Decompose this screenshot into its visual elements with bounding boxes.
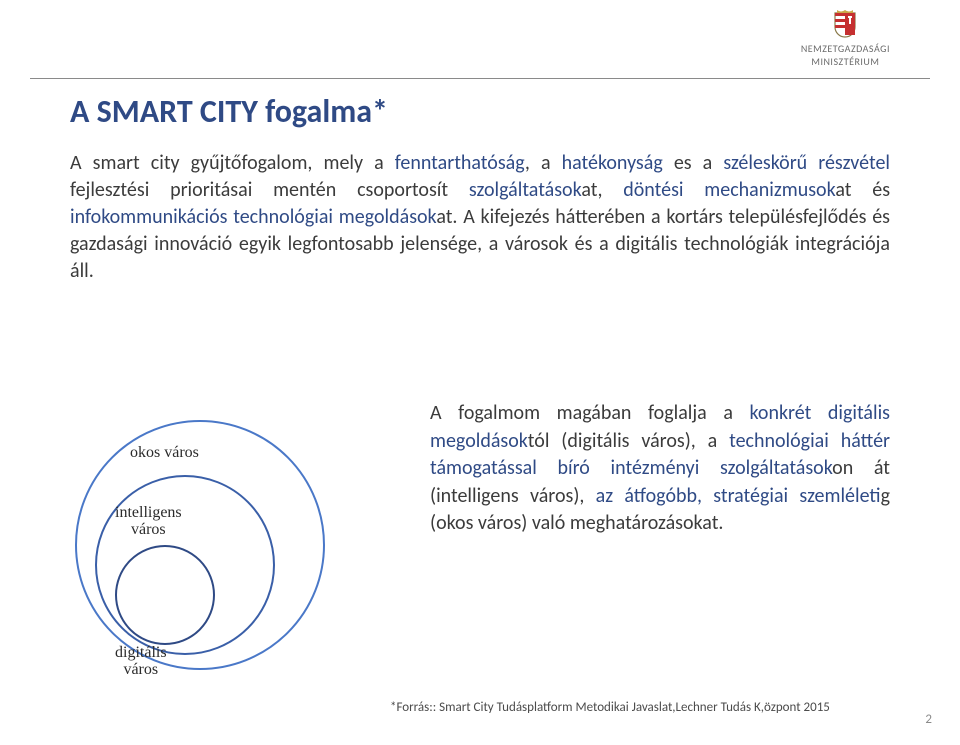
slide-header: NEMZETGAZDASÁGI MINISZTÉRIUM [0,0,960,80]
body-text: es a [663,151,724,175]
label-okos-varos: okos város [130,445,199,462]
slide-title: A SMART CITY fogalma* [70,92,388,131]
body-text: at és [835,178,890,202]
body-text: A fogalmom magában foglalja a [430,401,749,425]
keyword-text: az átfogóbb, stratégiai szemlélet [596,484,881,508]
keyword-text: fenntarthatóság [395,151,525,175]
body-text: , a [525,151,562,175]
header-rule [30,78,930,79]
body-text: fejlesztési prioritásai mentén csoportos… [70,178,469,202]
definition-paragraph: A fogalmom magában foglalja a konkrét di… [430,400,890,538]
intro-paragraph: A smart city gyűjtőfogalom, mely a fennt… [70,150,890,285]
c-inner-circle [115,545,215,645]
ministry-name-line1: NEMZETGAZDASÁGI [801,42,890,55]
keyword-text: hatékonyság [562,151,663,175]
body-text: at, [581,178,623,202]
body-text: A smart city gyűjtőfogalom, mely a [70,151,395,175]
keyword-text: széleskörű részvétel [723,151,890,175]
source-footnote: *Forrás:: Smart City Tudásplatform Metod… [390,700,830,715]
keyword-text: infokommunikációs technológiai megoldáso… [70,205,436,229]
body-text: tól (digitális város), a [528,429,729,453]
ministry-logo: NEMZETGAZDASÁGI MINISZTÉRIUM [801,10,890,68]
page-number: 2 [925,712,932,727]
ministry-name-line2: MINISZTÉRIUM [801,55,890,68]
keyword-text: szolgáltatások [469,178,581,202]
coat-of-arms-icon [832,10,858,40]
label-digitalis-varos: digitálisváros [115,645,167,679]
keyword-text: döntési mechanizmusok [623,178,835,202]
label-intelligens-varos: intelligensváros [115,505,182,539]
nested-circles-diagram: okos városintelligensvárosdigitálisváros [70,395,400,675]
